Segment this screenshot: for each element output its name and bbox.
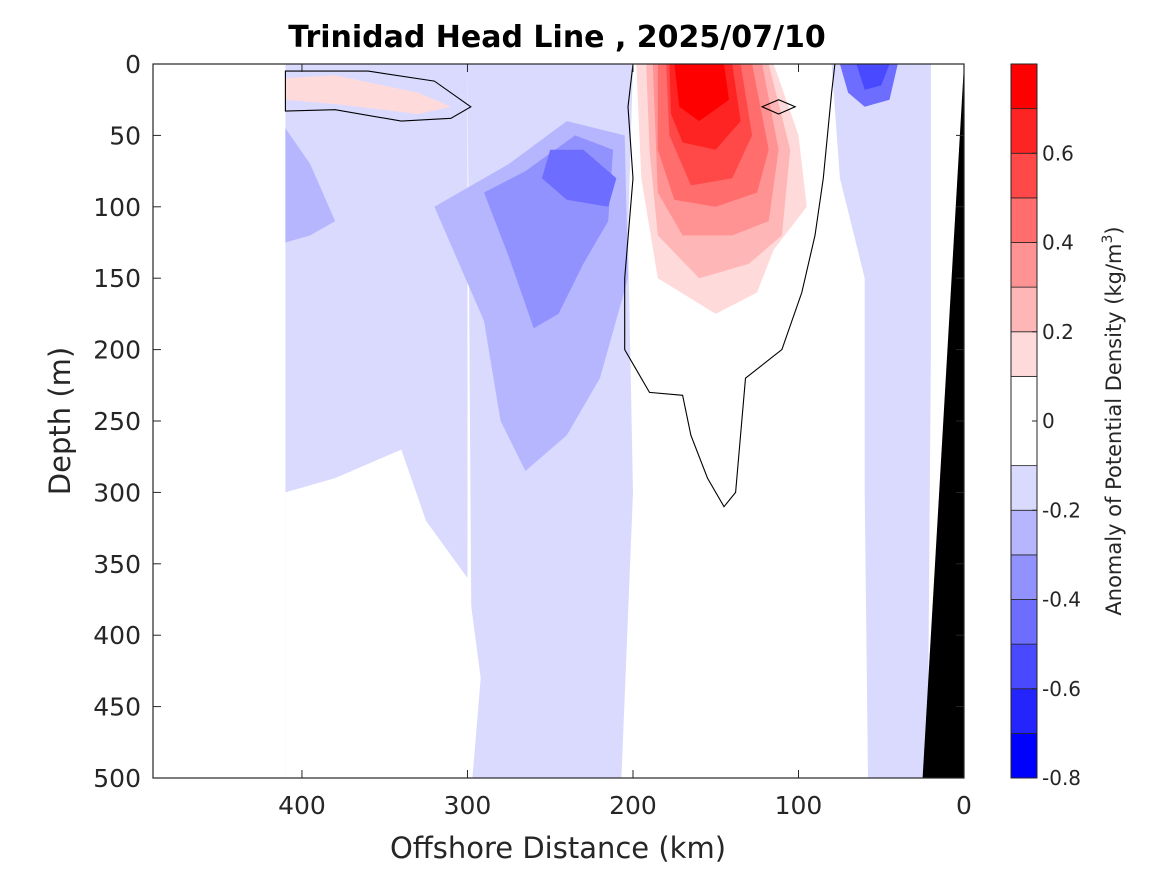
colorbar-tick-label: -0.8 [1042, 766, 1081, 790]
zero-contour-central [624, 64, 836, 508]
colorbar-tick-label: 0.2 [1042, 320, 1074, 344]
colorbar-tick-label: 0.4 [1042, 231, 1074, 255]
x-tick-label: 200 [609, 791, 657, 820]
y-tick-label: 0 [125, 50, 141, 79]
colorbar-swatch [1010, 732, 1038, 779]
colorbar-ticks: 0.6 0.4 0.2 0 -0.2 -0.4 -0.6 -0.8 [1032, 141, 1081, 790]
y-tick-label: 400 [93, 621, 141, 650]
colorbar-swatch [1010, 242, 1038, 288]
x-tick-label: 400 [278, 791, 326, 820]
plot-area [284, 64, 964, 778]
contour-region-upwelling-red-0.7 [674, 64, 729, 122]
colorbar-tick-label: 0.6 [1042, 141, 1074, 165]
x-axis-label: Offshore Distance (km) [390, 831, 726, 865]
colorbar-label: Anomaly of Potential Density (kg/m3) [1100, 226, 1126, 615]
contour-region-inner-light-blue [831, 64, 931, 778]
y-tick-label: 100 [93, 193, 141, 222]
y-tick-label: 200 [93, 336, 141, 365]
x-tick-label: 100 [775, 791, 823, 820]
colorbar-swatch [1010, 152, 1038, 199]
colorbar-swatch [1010, 465, 1038, 511]
colorbar-tick-label: 0 [1042, 409, 1055, 433]
colorbar-tick-label: -0.2 [1042, 498, 1081, 522]
colorbar-tick-label: -0.6 [1042, 677, 1081, 701]
contour-region-offshore-white-patch [285, 449, 481, 778]
colorbar [1010, 63, 1038, 779]
bathymetry-seafloor [922, 64, 964, 778]
y-tick-label: 450 [93, 693, 141, 722]
y-tick-label: 250 [93, 407, 141, 436]
zero-contour-small [760, 99, 797, 115]
contour-region-offshore-blue-patch [285, 128, 336, 243]
y-axis-ticks: 0 50 100 150 200 250 300 350 400 450 500 [93, 50, 964, 793]
x-axis-ticks: 400 300 200 100 0 [278, 64, 972, 820]
contour-region-central-blue-max [541, 149, 617, 207]
colorbar-swatch [1010, 509, 1038, 556]
y-tick-label: 150 [93, 264, 141, 293]
colorbar-swatch [1010, 63, 1038, 110]
colorbar-swatch [1010, 197, 1038, 243]
chart-title: Trinidad Head Line , 2025/07/10 [288, 20, 825, 55]
zero-contour-offshore [284, 70, 472, 122]
colorbar-tick-label: -0.4 [1042, 588, 1081, 612]
colorbar-swatch [1010, 599, 1038, 645]
colorbar-swatch [1010, 331, 1038, 377]
colorbar-swatch [1010, 688, 1038, 734]
colorbar-swatch [1010, 643, 1038, 690]
colorbar-swatch [1010, 108, 1038, 154]
contour-region-nearshore-blue-core [856, 64, 890, 90]
x-tick-label: 300 [444, 791, 492, 820]
colorbar-swatch [1010, 554, 1038, 600]
y-axis-label: Depth (m) [43, 347, 77, 495]
colorbar-swatch [1010, 286, 1038, 333]
contour-region-surface-pink-patch [285, 75, 451, 114]
y-tick-label: 350 [93, 550, 141, 579]
y-tick-label: 500 [93, 764, 141, 793]
y-tick-label: 300 [93, 478, 141, 507]
y-tick-label: 50 [109, 121, 141, 150]
x-tick-label: 0 [956, 791, 972, 820]
